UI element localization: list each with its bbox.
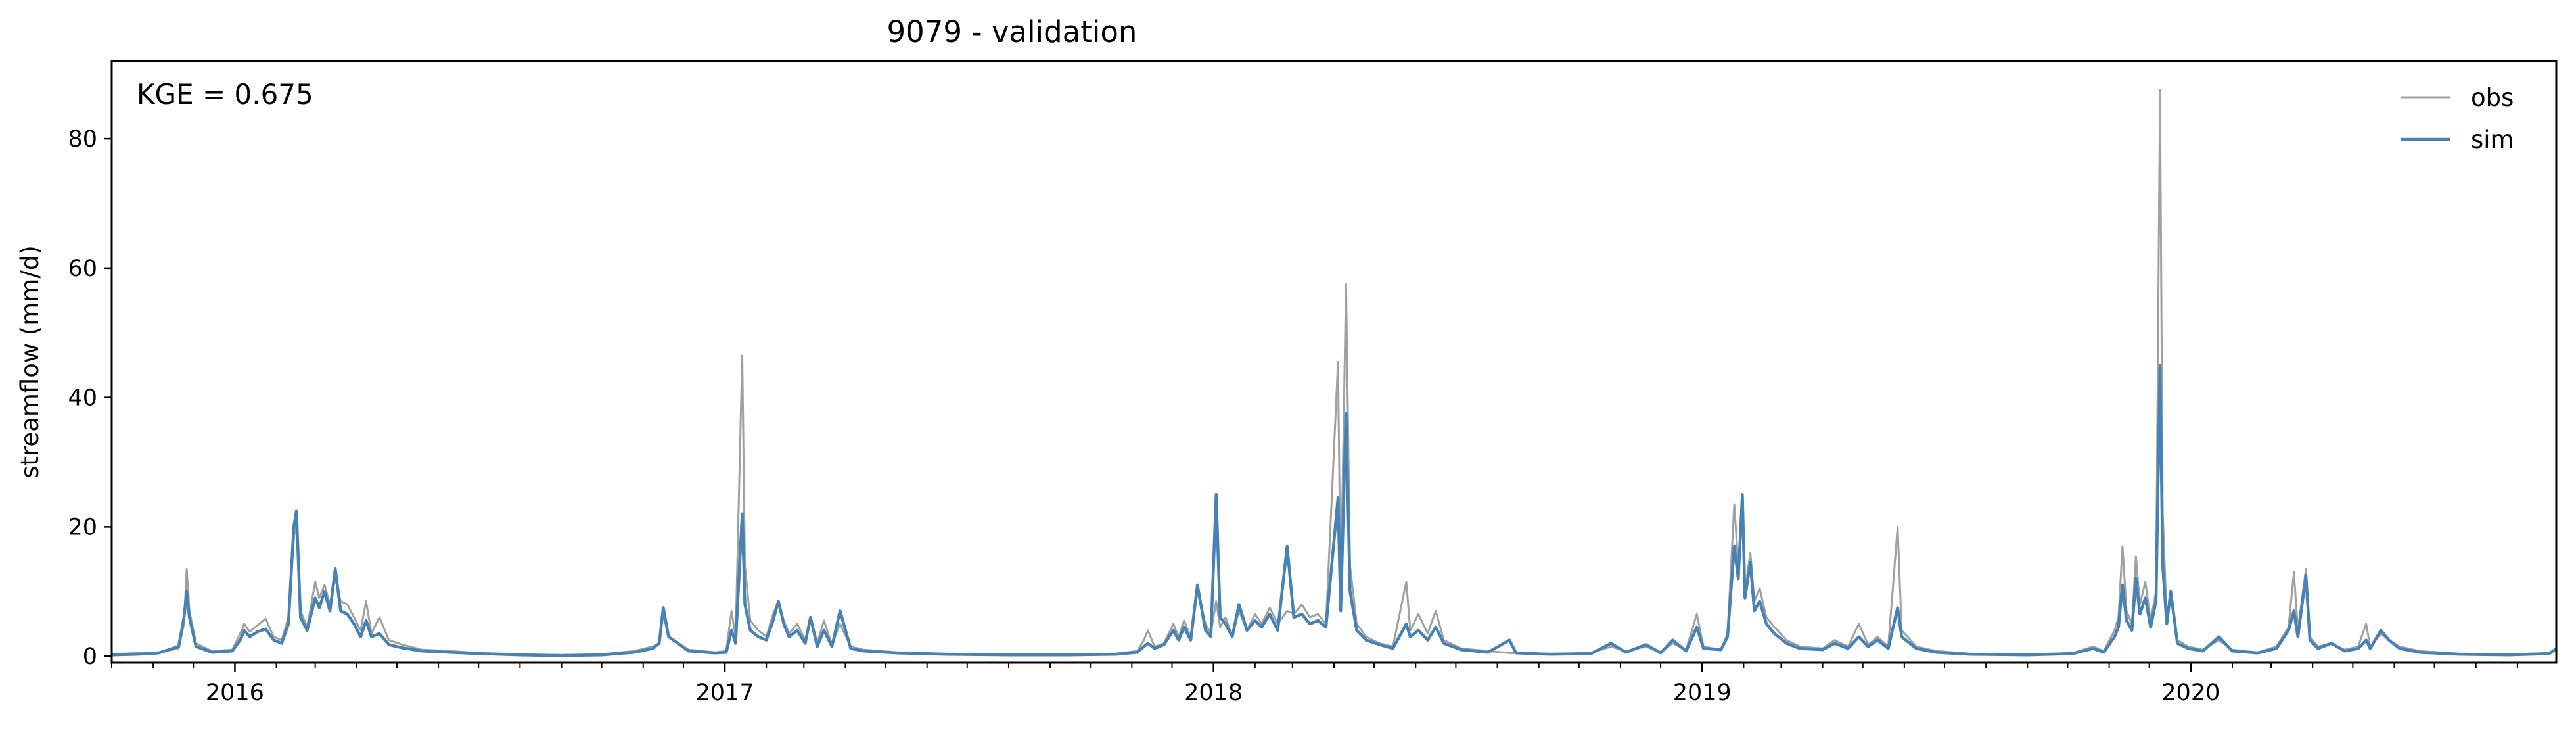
y-axis-title: streamflow (mm/d) [16,245,44,479]
x-tick-label: 2019 [1673,680,1732,706]
x-tick-label: 2017 [696,680,754,706]
chart-title: 9079 - validation [887,14,1138,49]
x-tick-label: 2018 [1184,680,1243,706]
y-axis: 0 20 40 60 80 [68,126,112,670]
kge-annotation: KGE = 0.675 [137,78,313,110]
legend-label-obs: obs [2471,83,2514,112]
y-tick-label: 0 [83,644,97,670]
y-tick-label: 20 [68,514,97,540]
series-line-sim [111,364,2558,657]
y-tick-label: 40 [68,385,97,412]
x-tick-label: 2020 [2161,680,2220,706]
series-layer [111,89,2558,657]
x-axis: 2016 2017 2018 2019 2020 [111,663,2518,706]
plot-area: 0 20 40 60 80 2016 2017 2018 2019 2020 [68,60,2558,706]
legend: obs sim [2401,83,2514,154]
legend-label-sim: sim [2471,126,2514,154]
x-tick-label: 2016 [206,680,264,706]
y-tick-label: 60 [68,256,97,282]
y-tick-label: 80 [68,126,97,153]
